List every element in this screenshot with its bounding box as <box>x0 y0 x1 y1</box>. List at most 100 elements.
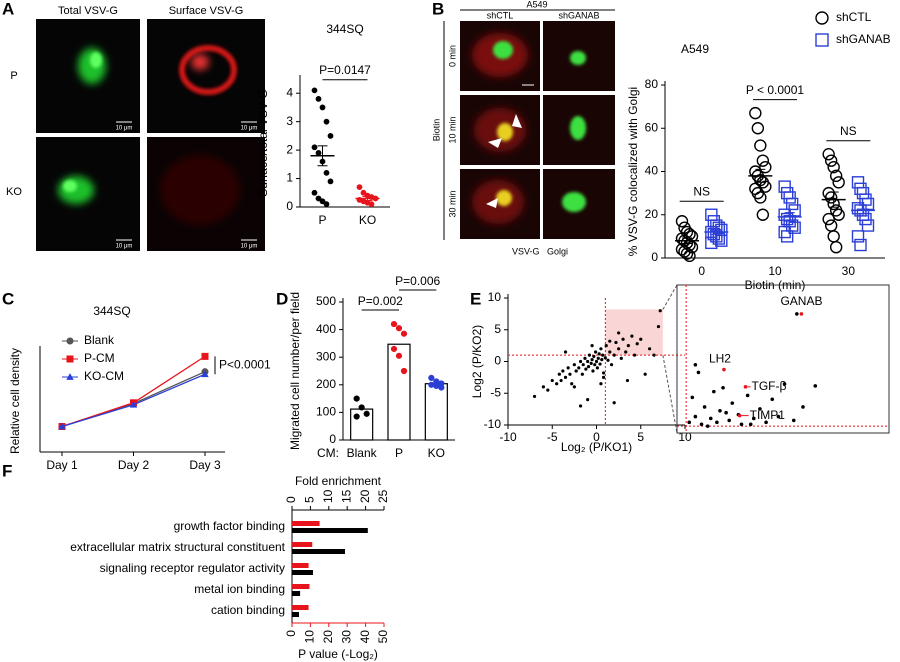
data-point <box>829 240 843 254</box>
data-point <box>311 144 318 151</box>
data-point <box>597 352 601 356</box>
data-point <box>827 160 840 174</box>
data-point <box>782 382 787 386</box>
bar <box>292 605 309 610</box>
chart-title: 344SQ <box>93 304 130 318</box>
signal <box>570 51 586 65</box>
data-point <box>643 372 647 376</box>
data-point <box>635 342 639 346</box>
data-point <box>727 418 731 423</box>
x2-tick-label: 40 <box>358 630 372 644</box>
data-point <box>129 401 138 408</box>
data-point <box>693 414 698 419</box>
data-point <box>624 350 628 354</box>
x-tick-label: P <box>318 213 326 227</box>
data-point <box>737 413 742 418</box>
x-tick-label: 0 <box>698 264 705 278</box>
x-tick-label: 10 <box>321 489 335 503</box>
y-tick-label: 100 <box>316 405 336 419</box>
point-label: TGF-β <box>751 379 786 393</box>
bar <box>292 549 345 554</box>
zoom-region <box>605 309 663 356</box>
y-axis-label: Log2 (P/KO2) <box>470 325 484 398</box>
data-point <box>854 238 867 252</box>
micrograph <box>147 19 265 133</box>
data-point <box>712 232 726 245</box>
signal <box>179 45 237 95</box>
annotation: P < 0.0001 <box>746 83 804 97</box>
data-point <box>696 370 701 375</box>
data-point <box>599 347 603 351</box>
y-tick-label: 500 <box>316 294 336 308</box>
data-point <box>590 357 594 362</box>
y-tick-label: 300 <box>316 349 336 363</box>
signal <box>562 192 586 212</box>
data-point <box>754 191 767 204</box>
data-point <box>561 369 565 373</box>
signal <box>90 52 102 68</box>
signal <box>493 41 513 59</box>
data-point <box>687 420 692 425</box>
data-point <box>718 409 722 413</box>
y-tick-label: 1 <box>286 171 293 185</box>
data-point <box>699 422 704 427</box>
data-point <box>801 405 805 409</box>
data-point <box>363 410 370 417</box>
annotation: P=0.002 <box>358 294 403 308</box>
data-point <box>756 208 770 221</box>
data-point <box>584 367 588 371</box>
x-tick-label: Day 1 <box>46 458 78 472</box>
data-point <box>568 372 572 376</box>
data-point <box>756 154 770 167</box>
data-point <box>617 347 621 351</box>
data-point <box>563 375 568 379</box>
legend-label: shCTL <box>836 10 872 24</box>
scale-bar-label: 10 μm <box>116 244 133 250</box>
data-point <box>693 362 698 367</box>
data-point <box>778 225 791 239</box>
bar <box>292 563 309 568</box>
y-tick-label: 0 <box>286 199 293 213</box>
data-point <box>705 236 718 250</box>
point-label: GANAB <box>780 294 822 308</box>
data-point <box>315 150 322 156</box>
panel-label: F <box>2 461 12 480</box>
data-point <box>586 364 591 369</box>
annotation: NS <box>840 124 857 138</box>
column-label: shCTL <box>487 10 514 20</box>
panel-label: D <box>276 289 288 308</box>
x-tick-label: 30 <box>842 264 856 278</box>
data-point <box>603 356 607 360</box>
data-point <box>621 337 625 341</box>
x2-tick-label: 20 <box>321 630 335 644</box>
data-point <box>822 212 835 226</box>
data-point <box>854 182 867 196</box>
data-point <box>550 378 554 383</box>
y-tick-label: 0 <box>494 354 501 368</box>
column-label: Surface VSV-G <box>169 5 244 17</box>
data-point <box>563 350 568 354</box>
x-tick-label: 20 <box>358 489 372 503</box>
data-point <box>656 324 661 329</box>
data-point <box>680 247 694 260</box>
data-point <box>577 366 581 370</box>
data-point <box>770 397 775 402</box>
data-point <box>754 139 767 152</box>
annotation: P=0.006 <box>395 274 440 288</box>
data-point <box>368 201 375 208</box>
zoom-connector <box>662 284 678 310</box>
x2-tick-label: 50 <box>376 630 390 644</box>
data-point <box>360 189 367 196</box>
data-point <box>639 337 643 341</box>
data-point <box>586 359 590 364</box>
data-point <box>395 325 403 332</box>
data-point <box>581 363 585 367</box>
data-point <box>395 352 403 359</box>
data-point <box>327 178 334 185</box>
x-tick-label: Day 2 <box>118 458 150 472</box>
data-point <box>593 363 597 367</box>
data-point <box>612 401 616 405</box>
y-axis-label: Surface/total VSV-G <box>256 89 270 196</box>
data-point <box>856 186 870 200</box>
y-tick-label: 5 <box>494 322 501 336</box>
